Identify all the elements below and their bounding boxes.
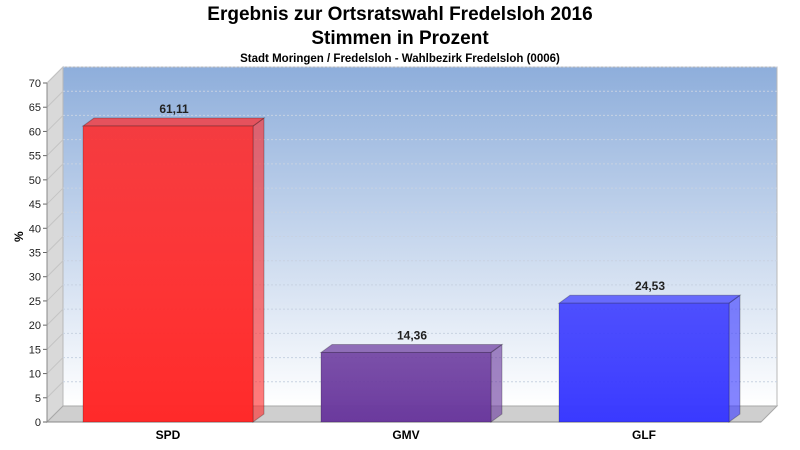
gridline-side [46,308,64,326]
y-tick-label: 20 [29,320,41,332]
y-tick-label: 5 [35,393,41,405]
data-label: 61,11 [159,102,189,116]
gridline-side [46,66,64,84]
x-tick-label: GMV [392,428,419,442]
y-tick-label: 30 [29,272,41,284]
bar-top [557,294,742,304]
data-label: 24,53 [635,279,665,293]
y-tick-label: 15 [29,344,41,356]
gridline-side [46,260,64,278]
bar-side [728,294,741,423]
gridline-side [46,90,64,108]
x-tick-label: GLF [632,428,656,442]
bar-top [81,117,266,127]
y-tick-label: 60 [29,126,41,138]
gridline-side [46,236,64,253]
y-tick-label: 45 [29,199,41,211]
y-tick-label: 50 [29,175,41,187]
gridline-side [46,211,64,229]
y-tick-label: 0 [35,417,41,429]
bar-side [252,117,265,423]
y-tick-label: 35 [29,248,41,260]
gridline-side [46,381,64,399]
y-tick-label: 65 [29,102,41,114]
gridline-side [46,139,64,156]
gridline-side [46,333,64,350]
bar-glf [558,302,730,423]
gridline-side [46,163,64,181]
bar-gmv [320,351,492,423]
gridline-side [46,187,64,205]
chart-subtitle: Stadt Moringen / Fredelsloh - Wahlbezirk… [240,53,560,65]
y-tick-label: 40 [29,223,41,235]
bar-top [319,343,504,353]
bar-side [490,343,503,423]
data-label: 14,36 [397,328,427,342]
y-tick-label: 10 [29,369,41,381]
y-tick-label: 70 [29,78,41,90]
gridline-side [46,115,64,132]
bar-spd [82,125,254,423]
gridline-side [46,357,64,374]
y-tick-label: 55 [29,151,41,163]
x-tick-label: SPD [156,428,181,442]
chart-title: Ergebnis zur Ortsratswahl Fredelsloh 201… [207,4,593,25]
gridline-side [46,284,64,302]
chart-title-line-2: Stimmen in Prozent [311,28,489,49]
y-tick-label: 25 [29,296,41,308]
